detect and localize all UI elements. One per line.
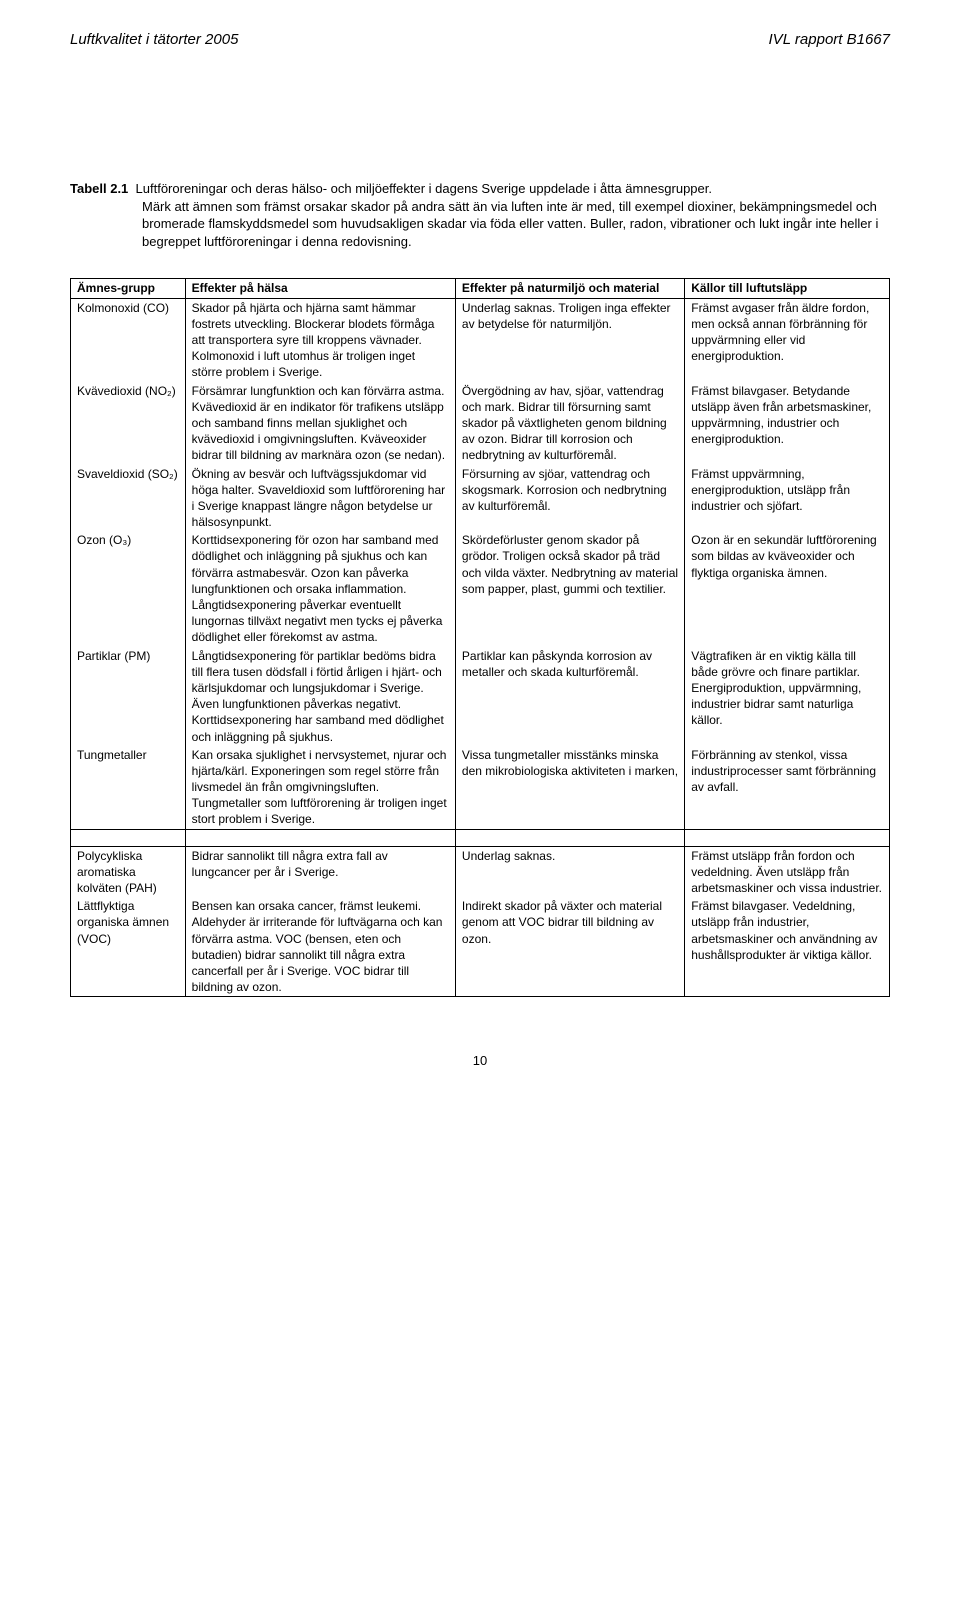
- caption-line2: Märk att ämnen som främst orsakar skador…: [142, 198, 890, 251]
- page: Luftkvalitet i tätorter 2005 IVL rapport…: [0, 0, 960, 1130]
- cell-source: Främst uppvärmning, energiproduktion, ut…: [685, 465, 890, 532]
- page-number: 10: [70, 1052, 890, 1070]
- cell-source: Vägtrafiken är en viktig källa till både…: [685, 647, 890, 746]
- header-left: Luftkvalitet i tätorter 2005: [70, 30, 238, 50]
- table-row: Kvävedioxid (NO₂) Försämrar lungfunktion…: [71, 382, 890, 465]
- cell-source: Ozon är en sekundär luftförorening som b…: [685, 531, 890, 646]
- table-row: Kolmonoxid (CO) Skador på hjärta och hjä…: [71, 298, 890, 381]
- cell-source: Förbränning av stenkol, vissa industripr…: [685, 746, 890, 829]
- cell-env: Övergödning av hav, sjöar, vattendrag oc…: [455, 382, 684, 465]
- cell-env: Underlag saknas. Troligen inga effekter …: [455, 298, 684, 381]
- cell-health: Försämrar lungfunktion och kan förvärra …: [185, 382, 455, 465]
- cell-source: Främst avgaser från äldre fordon, men oc…: [685, 298, 890, 381]
- cell-env: Försurning av sjöar, vattendrag och skog…: [455, 465, 684, 532]
- table-caption: Tabell 2.1 Luftföroreningar och deras hä…: [70, 180, 890, 250]
- pollutant-table: Ämnes-grupp Effekter på hälsa Effekter p…: [70, 278, 890, 997]
- cell-env: Partiklar kan påskynda korrosion av meta…: [455, 647, 684, 746]
- table-row: Polycykliska aromatiska kolväten (PAH) B…: [71, 846, 890, 897]
- running-header: Luftkvalitet i tätorter 2005 IVL rapport…: [70, 30, 890, 50]
- caption-line1: Luftföroreningar och deras hälso- och mi…: [136, 181, 712, 196]
- table-row: Svaveldioxid (SO₂) Ökning av besvär och …: [71, 465, 890, 532]
- cell-source: Främst utsläpp från fordon och vedeldnin…: [685, 846, 890, 897]
- cell-health: Kan orsaka sjuklighet i nervsystemet, nj…: [185, 746, 455, 829]
- table-row: Lättflyktiga organiska ämnen (VOC) Bense…: [71, 897, 890, 997]
- cell-env: Underlag saknas.: [455, 846, 684, 897]
- col-header-env: Effekter på naturmiljö och material: [455, 279, 684, 298]
- cell-group: Lättflyktiga organiska ämnen (VOC): [71, 897, 186, 997]
- table-row: Ozon (O₃) Korttidsexponering för ozon ha…: [71, 531, 890, 646]
- cell-group: Tungmetaller: [71, 746, 186, 829]
- cell-health: Ökning av besvär och luftvägssjukdomar v…: [185, 465, 455, 532]
- cell-env: Indirekt skador på växter och material g…: [455, 897, 684, 997]
- cell-env: Vissa tungmetaller misstänks minska den …: [455, 746, 684, 829]
- col-header-health: Effekter på hälsa: [185, 279, 455, 298]
- table-header-row: Ämnes-grupp Effekter på hälsa Effekter p…: [71, 279, 890, 298]
- cell-group: Kolmonoxid (CO): [71, 298, 186, 381]
- cell-health: Bensen kan orsaka cancer, främst leukemi…: [185, 897, 455, 997]
- cell-health: Skador på hjärta och hjärna samt hämmar …: [185, 298, 455, 381]
- cell-group: Polycykliska aromatiska kolväten (PAH): [71, 846, 186, 897]
- cell-group: Partiklar (PM): [71, 647, 186, 746]
- cell-source: Främst bilavgaser. Betydande utsläpp äve…: [685, 382, 890, 465]
- cell-group: Ozon (O₃): [71, 531, 186, 646]
- caption-label: Tabell 2.1: [70, 181, 128, 196]
- cell-health: Bidrar sannolikt till några extra fall a…: [185, 846, 455, 897]
- cell-env: Skördeförluster genom skador på grödor. …: [455, 531, 684, 646]
- table-gap-row: [71, 829, 890, 846]
- cell-health: Långtidsexponering för partiklar bedöms …: [185, 647, 455, 746]
- cell-group: Kvävedioxid (NO₂): [71, 382, 186, 465]
- header-right: IVL rapport B1667: [769, 30, 890, 50]
- cell-health: Korttidsexponering för ozon har samband …: [185, 531, 455, 646]
- table-row: Tungmetaller Kan orsaka sjuklighet i ner…: [71, 746, 890, 829]
- col-header-source: Källor till luftutsläpp: [685, 279, 890, 298]
- cell-source: Främst bilavgaser. Vedeldning, utsläpp f…: [685, 897, 890, 997]
- cell-group: Svaveldioxid (SO₂): [71, 465, 186, 532]
- table-row: Partiklar (PM) Långtidsexponering för pa…: [71, 647, 890, 746]
- col-header-group: Ämnes-grupp: [71, 279, 186, 298]
